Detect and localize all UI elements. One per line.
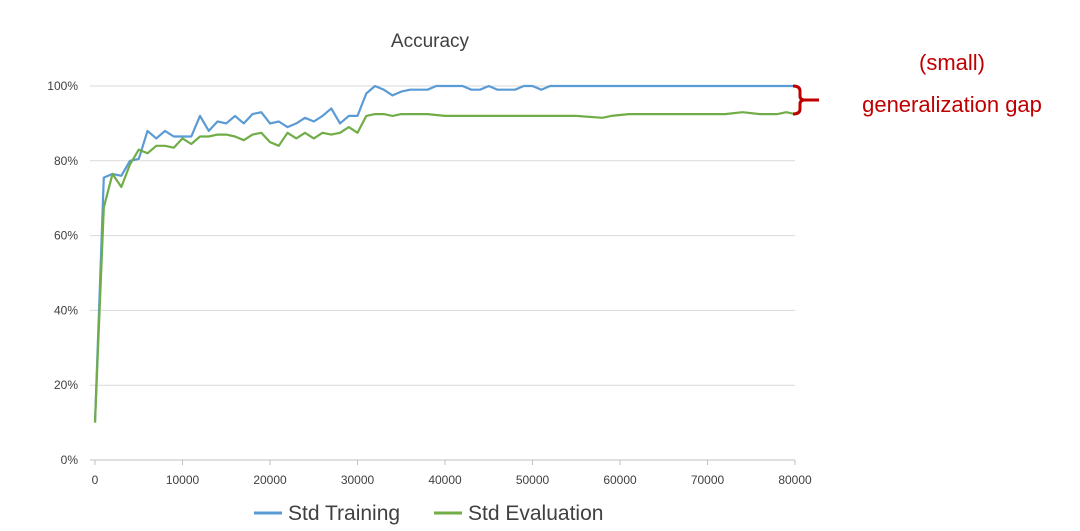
x-tick-label: 10000 — [166, 473, 200, 487]
x-tick-label: 60000 — [603, 473, 637, 487]
series-line-evaluation — [93, 111, 796, 423]
legend-label-training: Std Training — [288, 502, 400, 525]
x-tick-label: 50000 — [516, 473, 550, 487]
y-tick-label: 20% — [54, 378, 78, 392]
y-tick-label: 100% — [47, 79, 78, 93]
y-tick-label: 60% — [54, 229, 78, 243]
x-tick-label: 20000 — [253, 473, 287, 487]
series-line-training — [93, 84, 795, 423]
y-tick-label: 40% — [54, 303, 78, 317]
series-lines — [93, 84, 796, 423]
axes: 0% 20% 40% 60% 80% 100% 0 10000 20000 30000 40000 5… — [47, 79, 812, 487]
y-tick-label: 80% — [54, 154, 78, 168]
x-tick-label: 0 — [92, 473, 99, 487]
x-tick-label: 30000 — [341, 473, 375, 487]
gridlines — [90, 85, 795, 461]
x-tick-label: 40000 — [428, 473, 462, 487]
gap-bracket — [792, 84, 819, 116]
legend-label-evaluation: Std Evaluation — [468, 502, 603, 525]
x-tick-label: 80000 — [778, 473, 812, 487]
chart-title: Accuracy — [391, 31, 470, 52]
x-tick-label: 70000 — [691, 473, 725, 487]
annotation-line2: generalization gap — [862, 92, 1042, 117]
y-tick-label: 0% — [61, 453, 79, 467]
legend: Std Training Std Evaluation — [254, 502, 603, 525]
annotation-line1: (small) — [919, 50, 985, 75]
